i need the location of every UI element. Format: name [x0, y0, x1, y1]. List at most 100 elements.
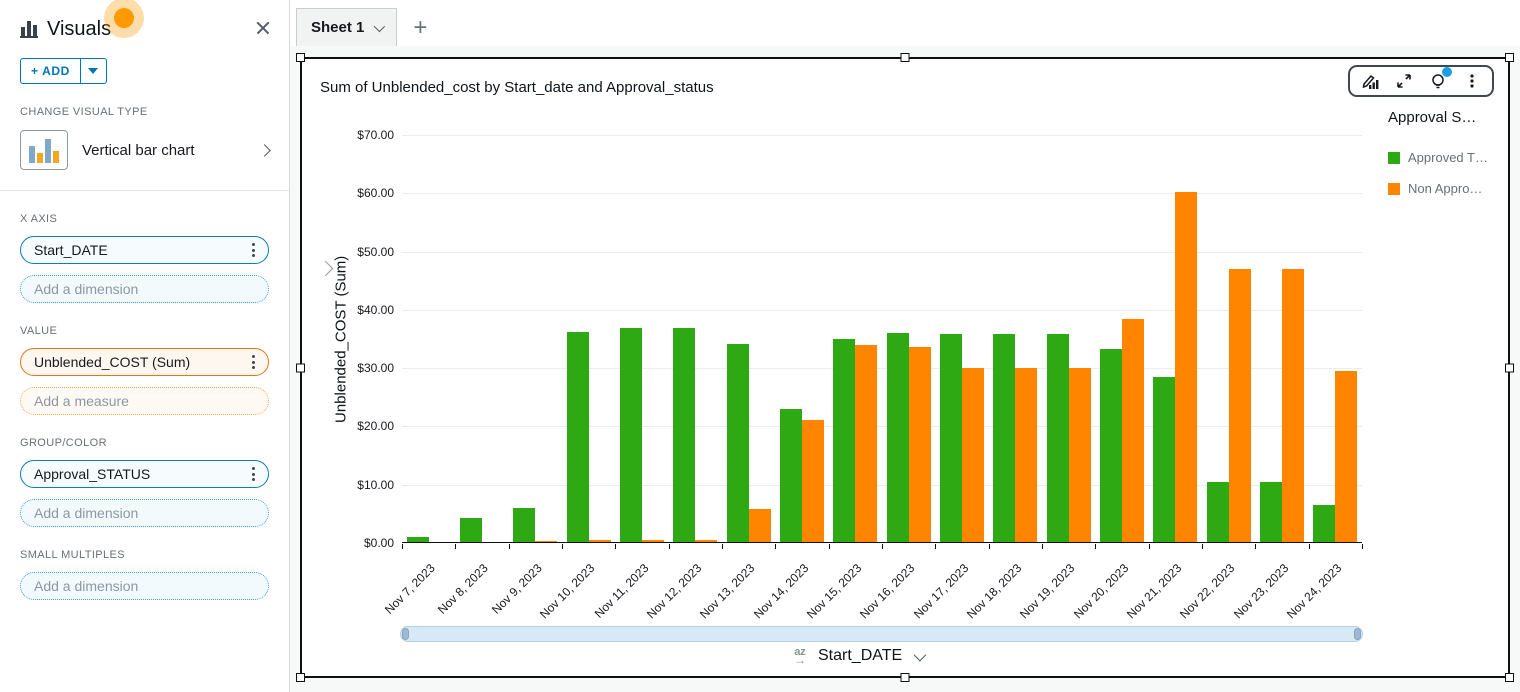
- kebab-menu-icon[interactable]: [249, 353, 258, 371]
- y-tick-label: $30.00: [357, 361, 394, 376]
- x-axis-add-dimension[interactable]: Add a dimension: [20, 275, 269, 303]
- bar[interactable]: [1046, 333, 1069, 542]
- x-axis-tick: [1148, 544, 1150, 549]
- kebab-menu-icon[interactable]: [249, 465, 258, 483]
- resize-handle[interactable]: [296, 53, 305, 62]
- placeholder-label: Add a dimension: [34, 578, 139, 594]
- resize-handle[interactable]: [296, 673, 305, 682]
- bar[interactable]: [961, 368, 984, 542]
- resize-handle[interactable]: [1505, 673, 1514, 682]
- y-tick-label: $0.00: [363, 536, 394, 550]
- resize-handle[interactable]: [296, 363, 305, 372]
- bar[interactable]: [939, 333, 962, 542]
- legend-item-approved[interactable]: Approved T…: [1388, 150, 1508, 165]
- x-tick-label: Nov 14, 2023: [750, 561, 811, 622]
- gridline: [402, 251, 1362, 253]
- bar[interactable]: [1259, 481, 1282, 542]
- field-well-unblended-cost[interactable]: Unblended_COST (Sum): [20, 348, 269, 376]
- field-well-approval-status[interactable]: Approval_STATUS: [20, 460, 269, 488]
- bar[interactable]: [833, 338, 856, 542]
- bar[interactable]: [1068, 367, 1091, 542]
- resize-handle[interactable]: [1505, 53, 1514, 62]
- tab-sheet1[interactable]: Sheet 1: [296, 8, 398, 46]
- menu-kebab-icon[interactable]: [1462, 71, 1482, 91]
- bar[interactable]: [406, 536, 429, 542]
- resize-handle[interactable]: [900, 53, 910, 62]
- edit-visual-icon[interactable]: [1360, 71, 1380, 91]
- bar[interactable]: [801, 420, 824, 542]
- bar-group: [829, 135, 882, 542]
- scrollbar-handle-right[interactable]: [1354, 628, 1361, 640]
- resize-handle[interactable]: [900, 673, 910, 682]
- kebab-menu-icon[interactable]: [249, 241, 258, 259]
- chart-scrollbar[interactable]: [400, 626, 1363, 642]
- y-tick-label: $60.00: [357, 186, 394, 201]
- group-color-add-dimension[interactable]: Add a dimension: [20, 499, 269, 527]
- visual-card[interactable]: Sum of Unblended_cost by Start_date and …: [296, 53, 1514, 682]
- close-icon[interactable]: [253, 18, 273, 38]
- bar[interactable]: [908, 347, 931, 542]
- notification-badge: [1442, 67, 1452, 77]
- bar[interactable]: [1313, 505, 1336, 542]
- add-sheet-button[interactable]: +: [413, 14, 428, 41]
- insights-lightbulb-icon[interactable]: [1428, 67, 1452, 91]
- gridline: [402, 309, 1362, 311]
- chevron-down-icon[interactable]: [374, 20, 386, 32]
- bar[interactable]: [726, 344, 749, 542]
- add-visual-label[interactable]: + ADD: [31, 64, 70, 78]
- visual-type-selector[interactable]: Vertical bar chart: [20, 130, 271, 170]
- bar-group: [1309, 135, 1362, 542]
- bar[interactable]: [459, 518, 482, 542]
- bar[interactable]: [588, 539, 611, 542]
- maximize-icon[interactable]: [1394, 71, 1414, 91]
- bar-group: [989, 135, 1042, 542]
- bar[interactable]: [779, 409, 802, 542]
- bar[interactable]: [566, 332, 589, 542]
- bar[interactable]: [513, 508, 536, 542]
- bar[interactable]: [673, 327, 696, 542]
- legend-label: Approved T…: [1408, 150, 1488, 165]
- bar[interactable]: [641, 539, 664, 542]
- bar[interactable]: [1228, 269, 1251, 542]
- add-visual-dropdown-button[interactable]: [79, 59, 106, 83]
- field-well-start-date[interactable]: Start_DATE: [20, 236, 269, 264]
- sort-az-icon: az →: [794, 646, 806, 667]
- bar[interactable]: [1153, 377, 1176, 542]
- bar[interactable]: [748, 509, 771, 542]
- resize-handle[interactable]: [1505, 363, 1514, 372]
- x-tick-label: Nov 15, 2023: [803, 561, 865, 622]
- vertical-bar-chart-icon: [20, 130, 68, 170]
- bar[interactable]: [1121, 319, 1144, 542]
- chevron-down-icon[interactable]: [913, 648, 927, 661]
- value-add-measure[interactable]: Add a measure: [20, 387, 269, 415]
- x-axis-tick: [508, 544, 510, 549]
- bar[interactable]: [993, 333, 1016, 542]
- bar[interactable]: [1206, 481, 1229, 542]
- add-visual-button[interactable]: + ADD: [20, 58, 107, 84]
- field-label: Approval_STATUS: [34, 466, 151, 482]
- bar[interactable]: [1015, 368, 1038, 542]
- bar[interactable]: [695, 539, 718, 542]
- x-axis-tick: [455, 544, 457, 549]
- bar[interactable]: [619, 327, 642, 542]
- bar[interactable]: [1175, 192, 1198, 542]
- y-tick-label: $40.00: [357, 302, 394, 317]
- bar[interactable]: [1281, 269, 1304, 542]
- small-multiples-add-dimension[interactable]: Add a dimension: [20, 572, 269, 600]
- bar[interactable]: [886, 332, 909, 542]
- x-axis-sort-control[interactable]: az → Start_DATE: [794, 646, 927, 667]
- x-axis-tick: [1255, 544, 1257, 549]
- scrollbar-handle-left[interactable]: [402, 628, 409, 640]
- bar[interactable]: [855, 345, 878, 542]
- legend-item-non-approved[interactable]: Non Appro…: [1388, 181, 1508, 196]
- y-tick-label: $70.00: [357, 128, 394, 142]
- chevron-right-icon[interactable]: [258, 143, 271, 157]
- bar-group: [775, 135, 828, 542]
- value-section-label: VALUE: [20, 325, 58, 337]
- x-tick-label: Nov 19, 2023: [1017, 561, 1078, 622]
- bar[interactable]: [1099, 348, 1122, 542]
- x-tick-label: Nov 12, 2023: [643, 561, 705, 622]
- x-tick-label: Nov 13, 2023: [697, 561, 758, 622]
- bar[interactable]: [535, 540, 558, 542]
- bar[interactable]: [1335, 371, 1358, 542]
